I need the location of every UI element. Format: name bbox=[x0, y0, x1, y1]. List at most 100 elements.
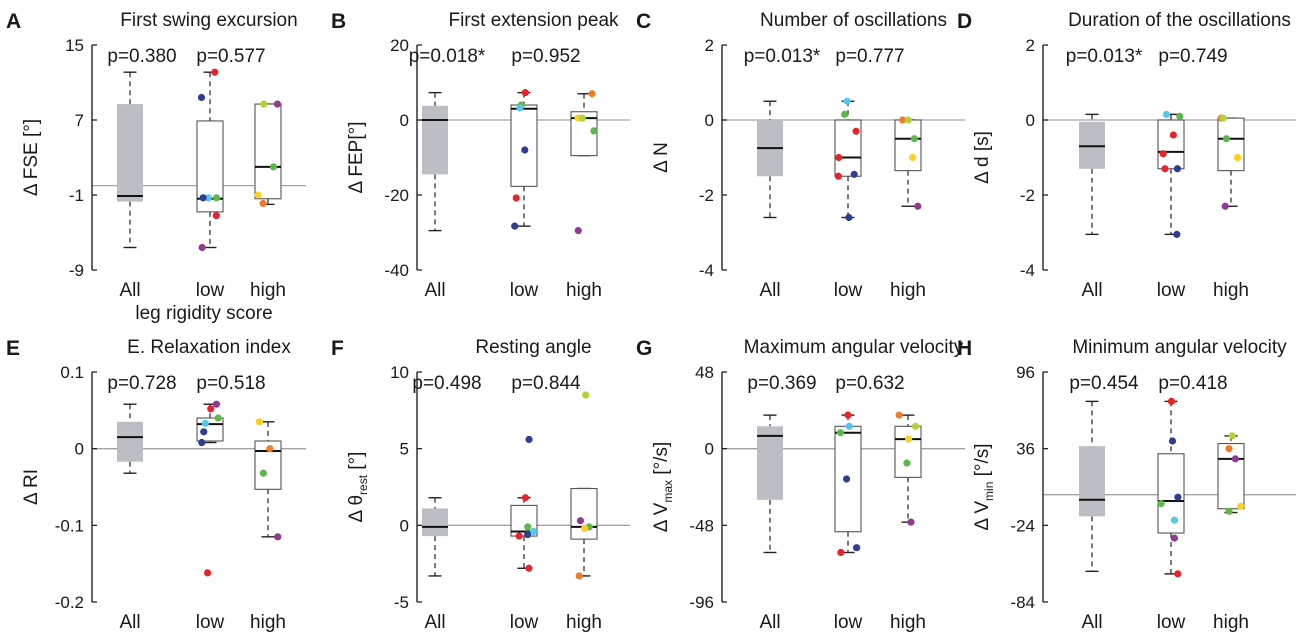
data-point bbox=[1173, 165, 1182, 173]
category-label: low bbox=[510, 280, 539, 301]
category-label: All bbox=[424, 280, 445, 301]
box-high bbox=[894, 414, 922, 523]
y-tick-label: 0 bbox=[705, 111, 714, 130]
data-point bbox=[198, 438, 206, 447]
data-point bbox=[576, 517, 585, 525]
y-tick-label: 36 bbox=[1016, 440, 1035, 459]
y-axis-label-main: Δ FEP[°] bbox=[346, 121, 367, 193]
y-tick-label: -20 bbox=[384, 186, 409, 205]
data-point bbox=[214, 414, 222, 422]
y-axis-label: Δ FSE [°] bbox=[21, 119, 42, 196]
data-point bbox=[274, 533, 282, 541]
data-point bbox=[521, 89, 529, 97]
category-label: low bbox=[1157, 280, 1186, 301]
data-point bbox=[836, 429, 845, 437]
box-iqr bbox=[117, 104, 143, 202]
data-point bbox=[844, 411, 852, 419]
data-point bbox=[516, 104, 524, 112]
category-label: All bbox=[119, 280, 140, 301]
y-tick-label: 10 bbox=[390, 363, 409, 382]
category-label: high bbox=[890, 612, 926, 633]
y-tick-label: -4 bbox=[1020, 261, 1035, 280]
category-label: low bbox=[834, 280, 863, 301]
panel-c: C Number of oscillations -4 -2 0 2 Δ N p=0.013*… bbox=[636, 10, 965, 301]
y-tick-label: 48 bbox=[695, 363, 714, 382]
panel-title: Duration of the oscillations bbox=[1068, 10, 1291, 31]
y-axis-label-subscript: min bbox=[982, 482, 996, 501]
y-tick-label: -48 bbox=[689, 516, 714, 535]
y-axis-label-main: Δ d [s] bbox=[972, 131, 993, 184]
box-iqr bbox=[894, 119, 922, 172]
data-point bbox=[255, 418, 263, 426]
data-point bbox=[1222, 135, 1231, 143]
category-label: All bbox=[1081, 612, 1102, 633]
box-iqr bbox=[254, 103, 282, 200]
data-point bbox=[1159, 150, 1167, 158]
data-point bbox=[908, 153, 917, 162]
data-point bbox=[842, 475, 851, 483]
data-point bbox=[843, 97, 851, 105]
data-point bbox=[907, 518, 915, 526]
box-low bbox=[1157, 113, 1185, 236]
data-point bbox=[580, 524, 589, 533]
p-value-label: p=0.518 bbox=[196, 373, 265, 394]
data-point bbox=[1167, 397, 1176, 405]
data-point bbox=[582, 391, 590, 399]
y-axis-label-main: Δ N bbox=[651, 142, 672, 173]
data-point bbox=[853, 544, 861, 552]
y-tick-label: 0 bbox=[400, 111, 409, 130]
data-point bbox=[269, 163, 278, 171]
box-low bbox=[510, 497, 538, 569]
box-iqr bbox=[422, 508, 448, 537]
y-tick-label: -2 bbox=[699, 186, 714, 205]
panel-b: B First extension peak -40 -20 0 20 Δ FEP[°] p=… bbox=[331, 10, 630, 301]
data-point bbox=[910, 135, 918, 143]
data-point bbox=[515, 532, 523, 540]
data-point bbox=[574, 227, 582, 235]
category-label: low bbox=[834, 612, 863, 633]
y-tick-label: -9 bbox=[69, 261, 84, 280]
p-value-label: p=0.418 bbox=[1158, 373, 1227, 394]
box-iqr bbox=[757, 426, 783, 500]
y-axis-label-main: Δ FSE [°] bbox=[21, 119, 42, 196]
category-label: All bbox=[1081, 280, 1102, 301]
category-label: high bbox=[250, 280, 286, 301]
data-point bbox=[1174, 570, 1182, 578]
box-all bbox=[757, 414, 783, 554]
panel-title: First extension peak bbox=[448, 10, 619, 31]
data-point bbox=[1170, 516, 1179, 524]
data-point bbox=[511, 222, 519, 230]
data-point bbox=[207, 405, 215, 413]
data-point bbox=[512, 194, 520, 202]
panel-letter: C bbox=[636, 10, 651, 33]
data-point bbox=[204, 194, 212, 202]
p-value-label: p=0.369 bbox=[747, 373, 816, 394]
data-point bbox=[259, 199, 267, 208]
y-axis-label-unit: [°/s] bbox=[651, 442, 672, 480]
y-tick-label: -4 bbox=[699, 261, 714, 280]
box-iqr bbox=[510, 104, 538, 187]
data-point bbox=[1237, 502, 1245, 510]
p-value-label: p=0.380 bbox=[107, 46, 176, 67]
category-label: low bbox=[196, 612, 225, 633]
box-high bbox=[894, 119, 922, 207]
data-point bbox=[1228, 432, 1236, 440]
y-tick-label: -40 bbox=[384, 261, 409, 280]
category-label: low bbox=[510, 612, 539, 633]
y-axis-label-main: Δ V bbox=[972, 501, 993, 531]
p-value-label: p=0.749 bbox=[1158, 46, 1227, 67]
y-axis-label: Δ Vmax [°/s] bbox=[651, 442, 675, 533]
box-all bbox=[422, 497, 448, 577]
y-axis-label: Δ Vmin [°/s] bbox=[972, 443, 996, 530]
panel-letter: G bbox=[636, 337, 652, 360]
data-point bbox=[1225, 507, 1233, 515]
category-label: low bbox=[196, 280, 225, 301]
y-tick-label: 96 bbox=[1016, 363, 1035, 382]
y-tick-label: -96 bbox=[689, 593, 714, 612]
y-axis-label-subscript: max bbox=[661, 480, 675, 503]
category-label: All bbox=[759, 280, 780, 301]
y-axis-label-main: Δ V bbox=[651, 502, 672, 532]
category-label: high bbox=[566, 612, 602, 633]
panel-letter: H bbox=[957, 337, 972, 360]
